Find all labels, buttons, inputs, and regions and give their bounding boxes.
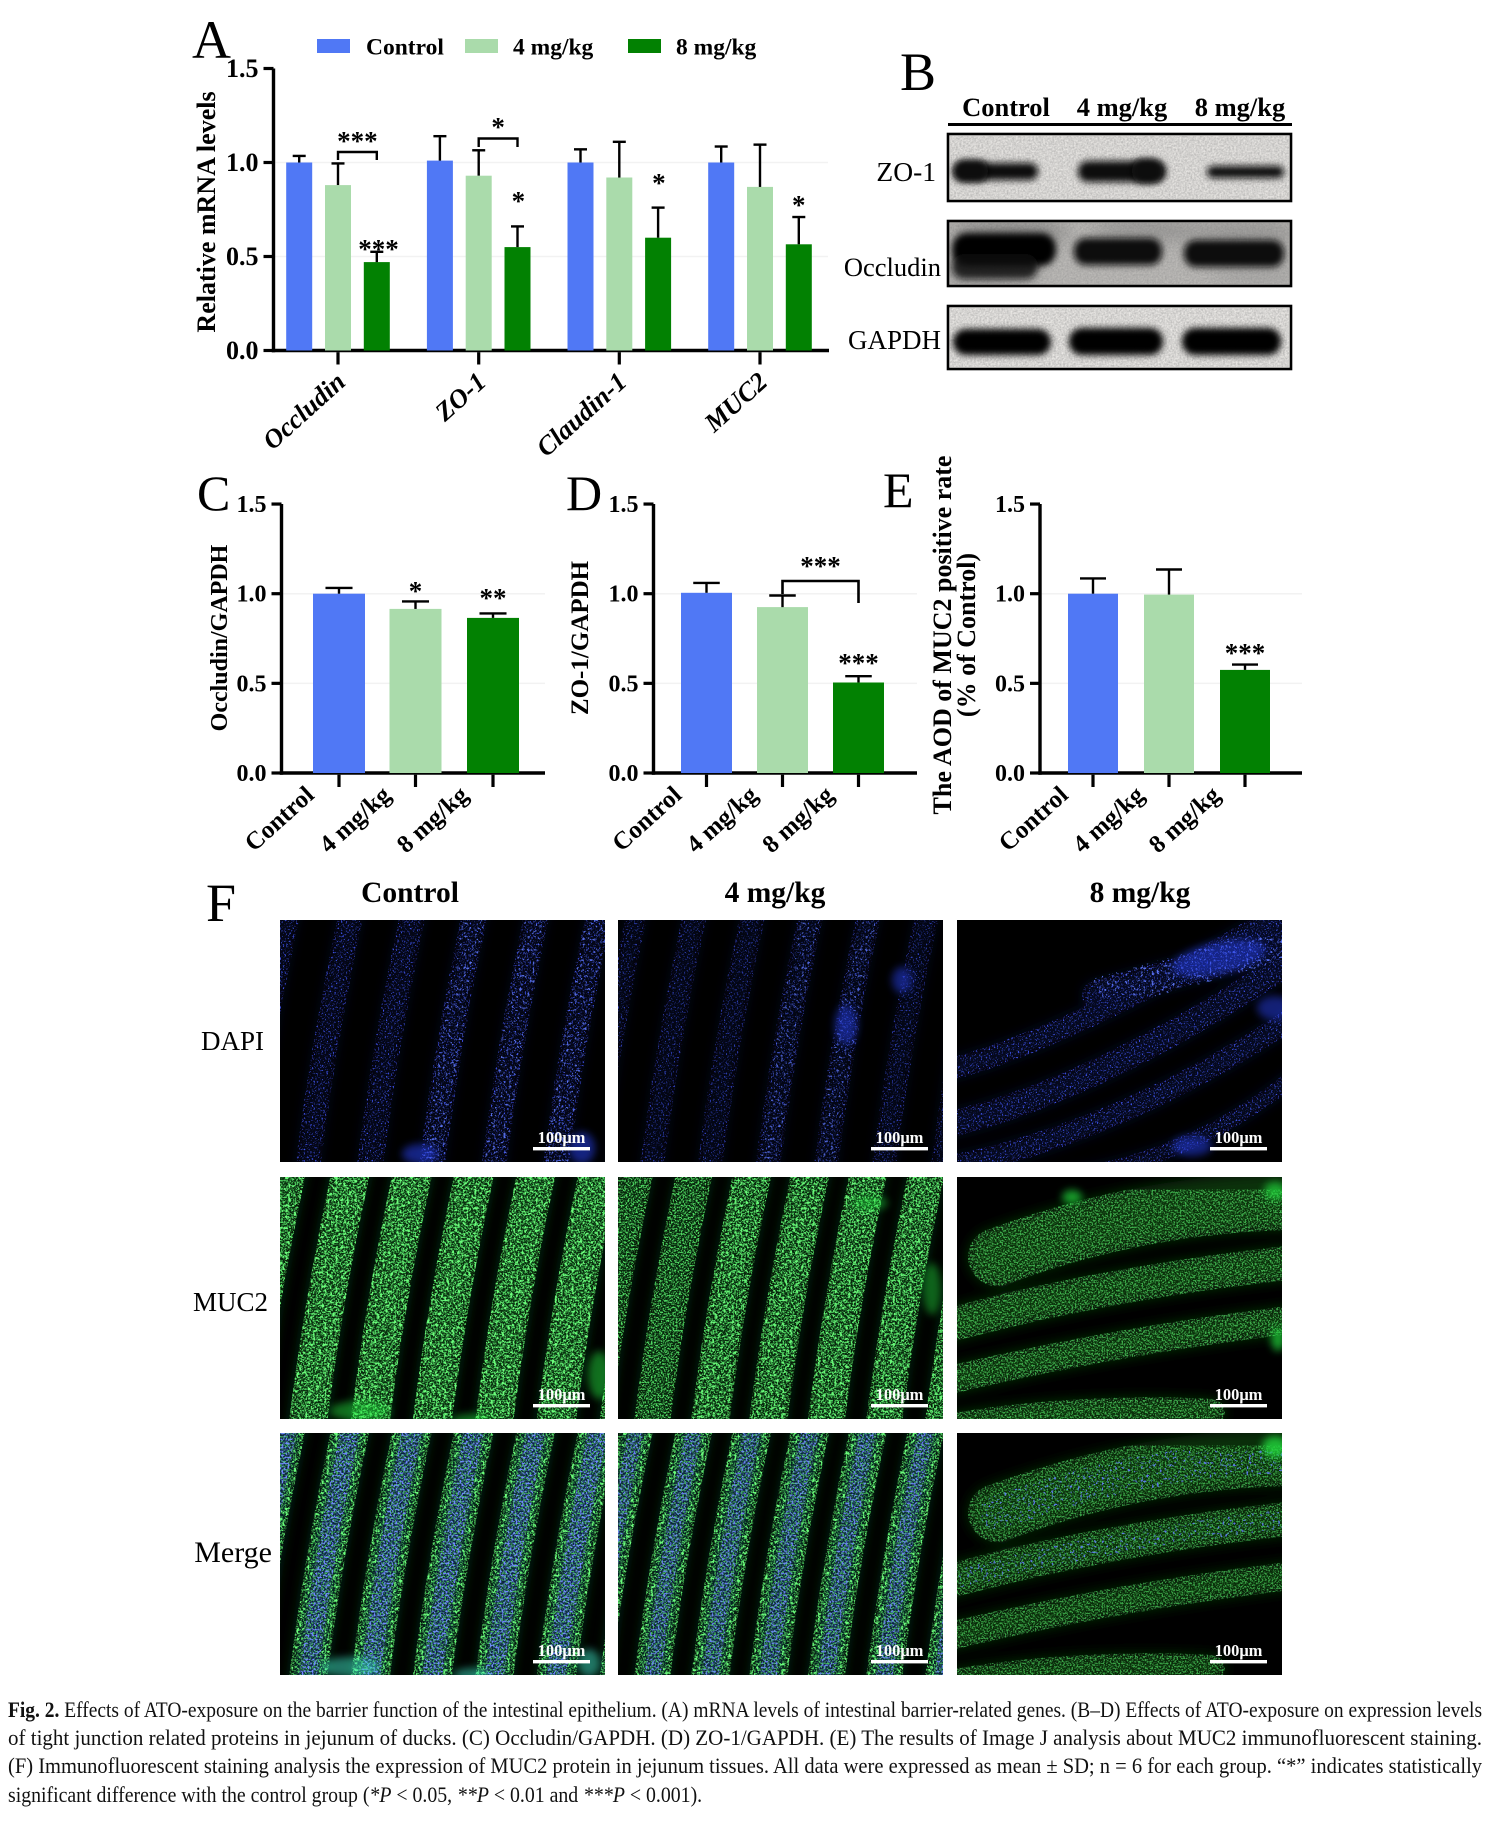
svg-text:(% of Control): (% of Control): [952, 553, 981, 717]
svg-text:***: ***: [800, 551, 841, 581]
svg-text:Control: Control: [240, 781, 320, 857]
svg-text:Control: Control: [962, 92, 1050, 122]
svg-text:D: D: [566, 465, 602, 521]
svg-text:The AOD of MUC2 positive rate: The AOD of MUC2 positive rate: [928, 456, 957, 815]
svg-text:4 mg/kg: 4 mg/kg: [513, 35, 594, 61]
svg-text:100μm: 100μm: [538, 1641, 586, 1660]
svg-text:8 mg/kg: 8 mg/kg: [1195, 92, 1286, 122]
svg-text:***: ***: [358, 234, 399, 264]
svg-text:100μm: 100μm: [876, 1641, 924, 1660]
svg-text:C: C: [197, 465, 230, 521]
svg-text:Occludin/GAPDH: Occludin/GAPDH: [207, 544, 233, 731]
svg-text:*: *: [409, 576, 423, 606]
svg-text:4 mg/kg: 4 mg/kg: [1068, 781, 1150, 859]
svg-text:Claudin-1: Claudin-1: [530, 366, 632, 462]
svg-text:1.0: 1.0: [237, 582, 267, 608]
svg-text:0.0: 0.0: [995, 761, 1025, 787]
svg-text:0.0: 0.0: [237, 761, 267, 787]
svg-text:A: A: [192, 10, 231, 70]
svg-text:100μm: 100μm: [876, 1385, 924, 1404]
svg-text:0.5: 0.5: [226, 242, 259, 271]
svg-text:Control: Control: [607, 781, 687, 857]
svg-text:1.5: 1.5: [995, 492, 1025, 518]
svg-text:1.0: 1.0: [226, 148, 259, 177]
svg-text:100μm: 100μm: [1215, 1128, 1263, 1147]
svg-text:1.0: 1.0: [995, 582, 1025, 608]
svg-text:Relative mRNA levels: Relative mRNA levels: [192, 91, 221, 332]
svg-text:100μm: 100μm: [1215, 1641, 1263, 1660]
svg-text:0.5: 0.5: [237, 671, 267, 697]
svg-text:ZO-1: ZO-1: [876, 156, 936, 187]
svg-text:***: ***: [1225, 638, 1266, 668]
svg-text:*: *: [512, 186, 526, 216]
svg-text:0.5: 0.5: [995, 671, 1025, 697]
svg-text:**: **: [480, 583, 507, 613]
svg-text:ZO-1/GAPDH: ZO-1/GAPDH: [567, 560, 594, 715]
svg-text:0.0: 0.0: [226, 336, 259, 365]
svg-text:Control: Control: [994, 781, 1074, 857]
svg-text:GAPDH: GAPDH: [848, 325, 941, 355]
svg-text:B: B: [900, 42, 936, 102]
svg-text:1.5: 1.5: [609, 492, 639, 518]
svg-text:*: *: [491, 112, 505, 142]
svg-text:8 mg/kg: 8 mg/kg: [392, 781, 474, 859]
svg-text:***: ***: [838, 648, 879, 678]
svg-text:8 mg/kg: 8 mg/kg: [757, 781, 839, 859]
svg-text:MUC2: MUC2: [697, 366, 773, 438]
svg-text:1.5: 1.5: [226, 54, 259, 83]
svg-text:4 mg/kg: 4 mg/kg: [314, 781, 396, 859]
svg-text:***: ***: [337, 126, 378, 156]
svg-text:100μm: 100μm: [538, 1385, 586, 1404]
svg-text:Control: Control: [366, 35, 444, 61]
svg-text:*: *: [652, 168, 666, 198]
svg-text:8 mg/kg: 8 mg/kg: [1144, 781, 1226, 859]
svg-text:100μm: 100μm: [1215, 1385, 1263, 1404]
svg-text:*: *: [792, 190, 806, 220]
svg-text:ZO-1: ZO-1: [428, 366, 491, 427]
svg-text:100μm: 100μm: [876, 1128, 924, 1147]
svg-text:E: E: [883, 462, 914, 518]
svg-text:Occludin: Occludin: [844, 252, 941, 282]
svg-text:4 mg/kg: 4 mg/kg: [681, 781, 763, 859]
svg-text:100μm: 100μm: [538, 1128, 586, 1147]
svg-text:Occludin: Occludin: [257, 366, 351, 455]
svg-text:1.0: 1.0: [609, 582, 639, 608]
svg-text:4 mg/kg: 4 mg/kg: [1077, 92, 1168, 122]
svg-text:8 mg/kg: 8 mg/kg: [676, 35, 757, 61]
svg-text:0.0: 0.0: [609, 761, 639, 787]
svg-text:1.5: 1.5: [237, 492, 267, 518]
svg-text:0.5: 0.5: [609, 671, 639, 697]
